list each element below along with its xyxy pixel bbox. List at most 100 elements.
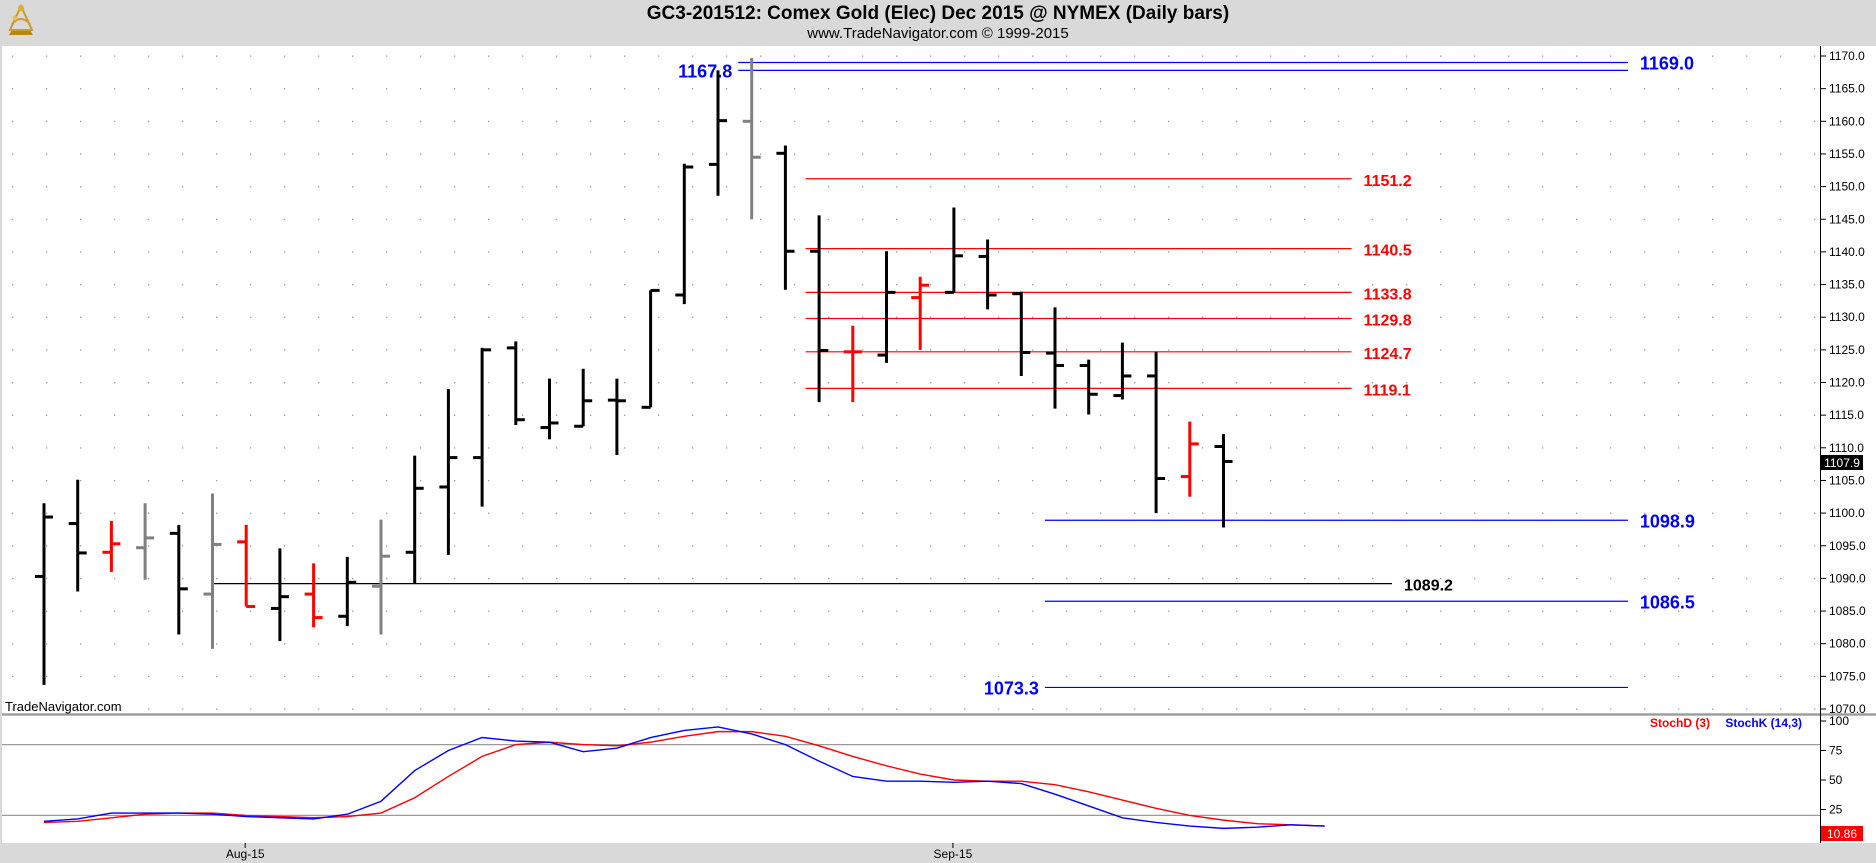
grid-dot [420,610,422,612]
grid-dot [1338,545,1340,547]
grid-dot [1202,675,1204,678]
grid-dot [590,545,592,547]
grid-dot [148,675,150,678]
grid-dot [1440,414,1442,416]
grid-dot [624,643,626,645]
grid-dot [1406,120,1408,123]
grid-dot [828,349,830,351]
grid-dot [488,55,490,57]
grid-dot [148,382,150,384]
grid-dot [1576,708,1578,710]
grid-dot [658,577,660,580]
grid-dot [250,545,252,547]
grid-dot [250,708,252,710]
grid-dot [352,382,354,384]
grid-dot [1474,55,1476,57]
grid-dot [250,414,252,416]
grid-dot [148,708,150,710]
grid-dot [12,610,14,612]
grid-dot [590,218,592,221]
grid-dot [1168,251,1170,253]
grid-dot [1236,545,1238,547]
grid-dot [1236,88,1238,90]
grid-dot [1814,284,1816,286]
grid-dot [1542,577,1544,580]
grid-dot [522,186,524,188]
grid-dot [964,675,966,678]
grid-dot [1440,88,1442,90]
grid-dot [964,643,966,645]
grid-dot [1372,675,1374,678]
grid-dot [624,186,626,188]
grid-dot [352,577,354,580]
grid-dot [1202,349,1204,351]
grid-dot [1780,186,1782,188]
grid-dot [148,479,150,482]
grid-dot [964,512,966,514]
grid-dot [1168,120,1170,123]
grid-dot [930,610,932,612]
grid-dot [420,512,422,514]
grid-dot [148,218,150,221]
grid-dot [114,545,116,547]
grid-dot [114,577,116,580]
grid-dot [998,610,1000,612]
price-tick-label: 1155.0 [1829,147,1865,161]
grid-dot [1542,349,1544,351]
grid-dot [1372,88,1374,90]
grid-dot [760,284,762,286]
grid-dot [1372,414,1374,416]
grid-dot [692,55,694,57]
grid-dot [930,316,932,318]
grid-dot [1168,186,1170,188]
grid-dot [1576,447,1578,449]
grid-dot [862,251,864,253]
grid-dot [998,382,1000,384]
price-tick-label: 1120.0 [1829,376,1865,390]
grid-dot [216,349,218,351]
grid-dot [1440,316,1442,318]
chart-subtitle: www.TradeNavigator.com © 1999-2015 [807,25,1069,42]
grid-dot [998,88,1000,90]
sextant-icon[interactable] [4,2,38,38]
grid-dot [998,218,1000,221]
grid-dot [1576,414,1578,416]
grid-dot [1066,316,1068,318]
grid-dot [964,316,966,318]
grid-dot [46,88,48,90]
grid-dot [1338,610,1340,612]
grid-dot [454,512,456,514]
grid-dot [1338,186,1340,188]
grid-dot [318,382,320,384]
grid-dot [1610,414,1612,416]
grid-dot [420,708,422,710]
grid-dot [12,675,14,678]
grid-dot [488,479,490,482]
grid-dot [1270,414,1272,416]
grid-dot [386,447,388,449]
grid-dot [828,120,830,123]
grid-dot [216,382,218,384]
grid-dot [1270,447,1272,449]
price-tick-label: 1090.0 [1829,571,1866,585]
grid-dot [1100,251,1102,253]
grid-dot [216,284,218,286]
grid-dot [1780,610,1782,612]
grid-dot [454,349,456,351]
grid-dot [420,55,422,57]
grid-dot [624,153,626,155]
grid-dot [420,316,422,318]
grid-dot [1814,708,1816,710]
grid-dot [964,577,966,580]
grid-dot [1304,675,1306,678]
grid-dot [624,55,626,57]
grid-dot [624,512,626,514]
ohlc-bars [35,57,1233,685]
grid-dot [862,675,864,678]
grid-dot [828,382,830,384]
grid-dot [1100,577,1102,580]
grid-dot [862,708,864,710]
grid-dot [182,218,184,221]
grid-dot [352,512,354,514]
grid-dot [1304,447,1306,449]
